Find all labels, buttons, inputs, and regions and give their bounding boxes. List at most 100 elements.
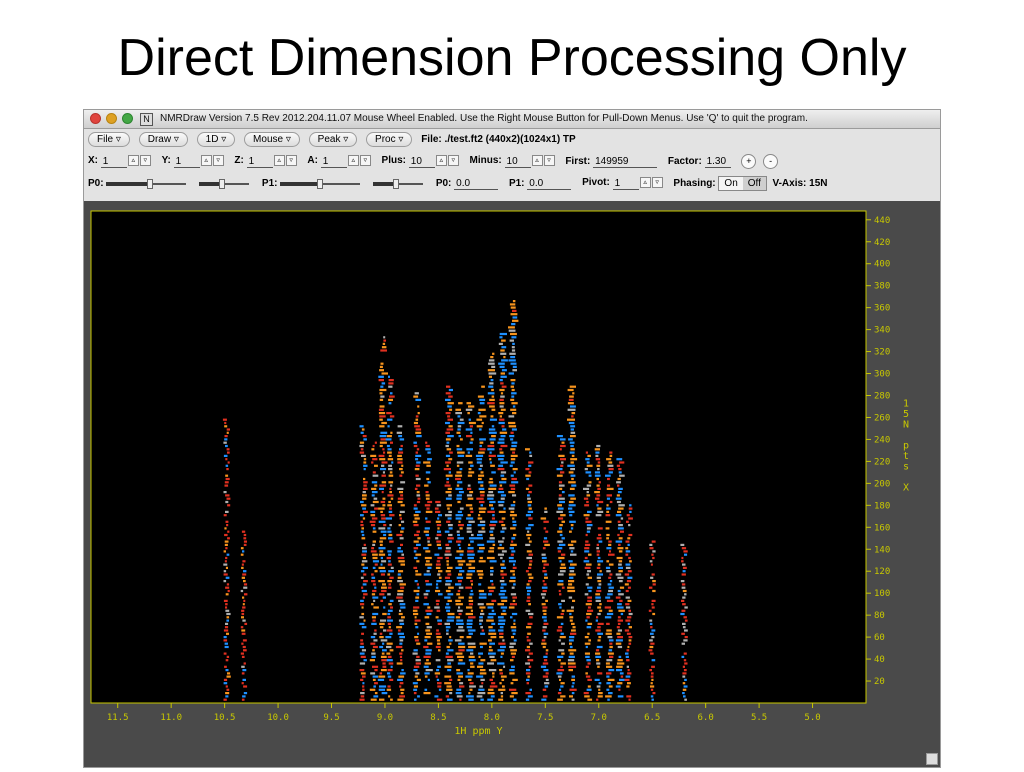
- contour-mark: [243, 586, 248, 589]
- p0-fine-slider[interactable]: [199, 178, 250, 189]
- p0-coarse-slider[interactable]: [106, 178, 187, 189]
- up-arrow-icon[interactable]: ▵: [531, 155, 543, 167]
- contour-mark: [416, 461, 421, 464]
- contour-mark: [500, 583, 507, 586]
- contour-mark: [512, 632, 516, 635]
- contour-mark: [371, 448, 375, 451]
- contour-mark: [387, 504, 392, 507]
- down-arrow-icon[interactable]: ▿: [139, 155, 151, 167]
- contour-mark: [597, 632, 603, 635]
- contour-mark: [606, 494, 612, 497]
- down-arrow-icon[interactable]: ▿: [651, 177, 663, 189]
- minimize-window-button[interactable]: [106, 113, 117, 124]
- 1d-menu-button[interactable]: 1D ▿: [196, 132, 236, 147]
- file-menu-button[interactable]: File ▿: [88, 132, 130, 147]
- proc-menu-button[interactable]: Proc ▿: [366, 132, 413, 147]
- contour-mark: [624, 678, 630, 681]
- up-arrow-icon[interactable]: ▵: [347, 155, 359, 167]
- p0-input[interactable]: 0.0: [454, 178, 499, 190]
- contour-mark: [370, 636, 376, 639]
- minus-input[interactable]: 10: [504, 156, 531, 168]
- contour-mark: [510, 385, 514, 388]
- plus-input[interactable]: 10: [408, 156, 435, 168]
- resize-handle[interactable]: [926, 753, 938, 765]
- contour-mark: [413, 540, 419, 543]
- up-arrow-icon[interactable]: ▵: [435, 155, 447, 167]
- y-input[interactable]: 1: [173, 156, 200, 168]
- contour-mark: [388, 385, 393, 388]
- z-input[interactable]: 1: [246, 156, 273, 168]
- first-input[interactable]: 149959: [593, 156, 658, 168]
- contour-mark: [499, 405, 504, 408]
- contour-mark: [488, 688, 494, 691]
- increase-button[interactable]: +: [741, 154, 757, 169]
- contour-mark: [379, 636, 384, 639]
- down-arrow-icon[interactable]: ▿: [447, 155, 459, 167]
- contour-mark: [557, 669, 565, 672]
- contour-mark: [597, 510, 604, 513]
- contour-mark: [568, 471, 574, 474]
- contour-mark: [362, 685, 365, 688]
- spectrum-panel[interactable]: 11.5 11.0 10.5 10.0 9.5 9.0 8.5 8.0 7.5 7.0 6.5 6.0…: [84, 201, 940, 767]
- contour-mark: [436, 580, 442, 583]
- contour-mark: [568, 580, 575, 583]
- close-window-button[interactable]: [90, 113, 101, 124]
- contour-mark: [424, 675, 428, 678]
- contour-mark: [498, 504, 504, 507]
- contour-mark: [480, 678, 485, 681]
- contour-mark: [598, 540, 603, 543]
- contour-mark: [456, 461, 464, 464]
- contour-mark: [458, 402, 463, 405]
- p1-fine-slider[interactable]: [373, 178, 424, 189]
- contour-mark: [386, 629, 393, 632]
- up-arrow-icon[interactable]: ▵: [639, 177, 651, 189]
- contour-mark: [608, 609, 613, 612]
- contour-mark: [243, 662, 246, 665]
- contour-mark: [397, 632, 404, 635]
- down-arrow-icon[interactable]: ▿: [543, 155, 555, 167]
- down-arrow-icon[interactable]: ▿: [212, 155, 224, 167]
- phasing-toggle[interactable]: On Off: [718, 176, 767, 191]
- contour-mark: [608, 639, 614, 642]
- contour-mark: [374, 586, 377, 589]
- phasing-on-button[interactable]: On: [724, 178, 738, 189]
- contour-mark: [616, 494, 620, 497]
- factor-input[interactable]: 1.30: [704, 156, 731, 168]
- contour-mark: [500, 645, 506, 649]
- zoom-window-button[interactable]: [122, 113, 133, 124]
- p1-input[interactable]: 0.0: [527, 178, 572, 190]
- phasing-off-button[interactable]: Off: [742, 177, 766, 190]
- contour-mark: [617, 520, 621, 523]
- contour-mark: [526, 550, 532, 553]
- decrease-button[interactable]: -: [763, 154, 779, 169]
- contour-mark: [388, 533, 393, 537]
- contour-mark: [415, 662, 421, 665]
- contour-mark: [241, 642, 244, 645]
- up-arrow-icon[interactable]: ▵: [200, 155, 212, 167]
- contour-mark: [498, 619, 506, 622]
- contour-mark: [390, 484, 393, 487]
- draw-menu-button[interactable]: Draw ▿: [138, 132, 188, 147]
- pivot-input[interactable]: 1: [612, 178, 639, 190]
- down-arrow-icon[interactable]: ▿: [285, 155, 297, 167]
- contour-mark: [512, 405, 516, 408]
- contour-mark: [382, 649, 387, 652]
- contour-mark: [607, 678, 615, 681]
- a-input[interactable]: 1: [320, 156, 347, 168]
- contour-mark: [652, 612, 656, 616]
- up-arrow-icon[interactable]: ▵: [127, 155, 139, 167]
- contour-mark: [652, 692, 656, 695]
- x-input[interactable]: 1: [100, 156, 127, 168]
- p1-coarse-slider[interactable]: [280, 178, 361, 189]
- down-arrow-icon[interactable]: ▿: [359, 155, 371, 167]
- contour-mark: [225, 576, 230, 579]
- contour-mark: [423, 530, 429, 533]
- spectrum-plot[interactable]: 11.5 11.0 10.5 10.0 9.5 9.0 8.5 8.0 7.5 7.0 6.5 6.0…: [84, 201, 940, 767]
- contour-mark: [545, 649, 549, 652]
- up-arrow-icon[interactable]: ▵: [273, 155, 285, 167]
- contour-mark: [509, 669, 515, 672]
- mouse-menu-button[interactable]: Mouse ▿: [244, 132, 300, 147]
- contour-mark: [479, 616, 483, 619]
- peak-menu-button[interactable]: Peak ▿: [308, 132, 358, 147]
- contour-mark: [620, 612, 624, 616]
